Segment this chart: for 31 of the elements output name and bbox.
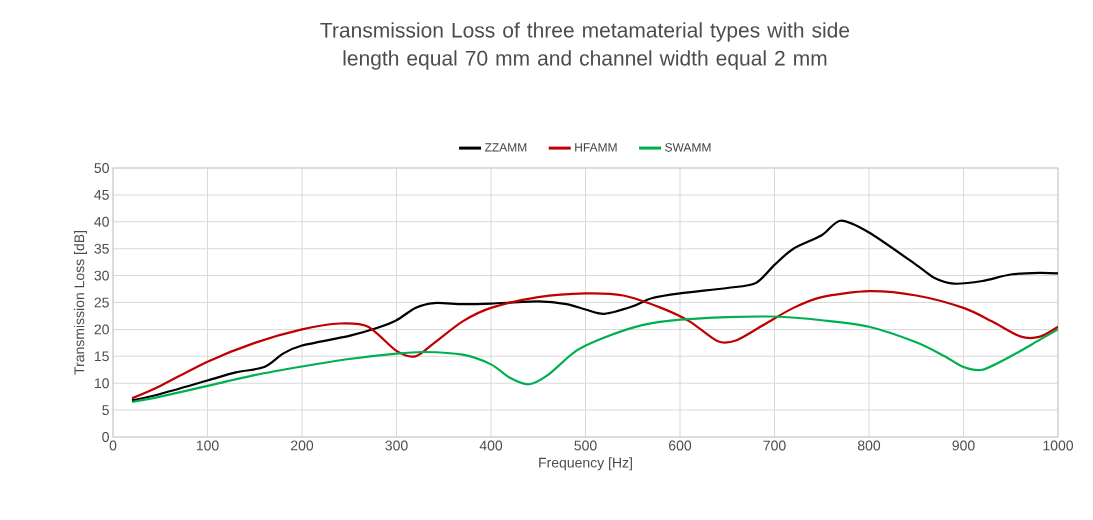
chart-title: Transmission Loss of three metamaterial types with side length equal 70 mm and channel width equal 2 mm [320, 22, 850, 70]
legend-label: HFAMM [575, 143, 617, 152]
line-series [130, 290, 1059, 400]
y-tick-label: 10 [94, 378, 109, 389]
line-series [130, 315, 1059, 404]
x-tick-label: 600 [669, 440, 692, 451]
x-axis-title: Frequency [Hz] [539, 457, 632, 471]
y-tick-label: 0 [102, 432, 109, 442]
y-tick-label: 45 [94, 190, 109, 200]
y-tick-label: 25 [94, 297, 109, 308]
y-tick-label: 30 [94, 270, 109, 281]
x-tick-label: 700 [763, 440, 786, 451]
legend-label: SWAMM [665, 143, 711, 152]
legend-label: ZZAMM [484, 143, 527, 152]
x-tick-label: 400 [479, 440, 503, 451]
line-series [130, 219, 1059, 402]
y-tick-label: 15 [94, 351, 109, 362]
x-tick-label: 900 [952, 440, 975, 451]
x-tick-label: 500 [574, 440, 597, 451]
y-tick-label: 35 [94, 243, 109, 254]
x-tick-label: 300 [385, 440, 408, 451]
x-tick-label: 1000 [1043, 440, 1074, 451]
x-tick-label: 100 [196, 440, 219, 451]
y-tick-label: 40 [94, 216, 109, 227]
x-tick-label: 0 [109, 440, 117, 451]
y-tick-label: 50 [94, 163, 109, 173]
y-tick-label: 5 [102, 405, 109, 415]
x-tick-label: 200 [291, 440, 314, 451]
y-tick-label: 20 [94, 324, 109, 335]
y-axis-title: Transmission Loss [dB] [73, 231, 88, 375]
x-tick-label: 800 [857, 440, 881, 451]
